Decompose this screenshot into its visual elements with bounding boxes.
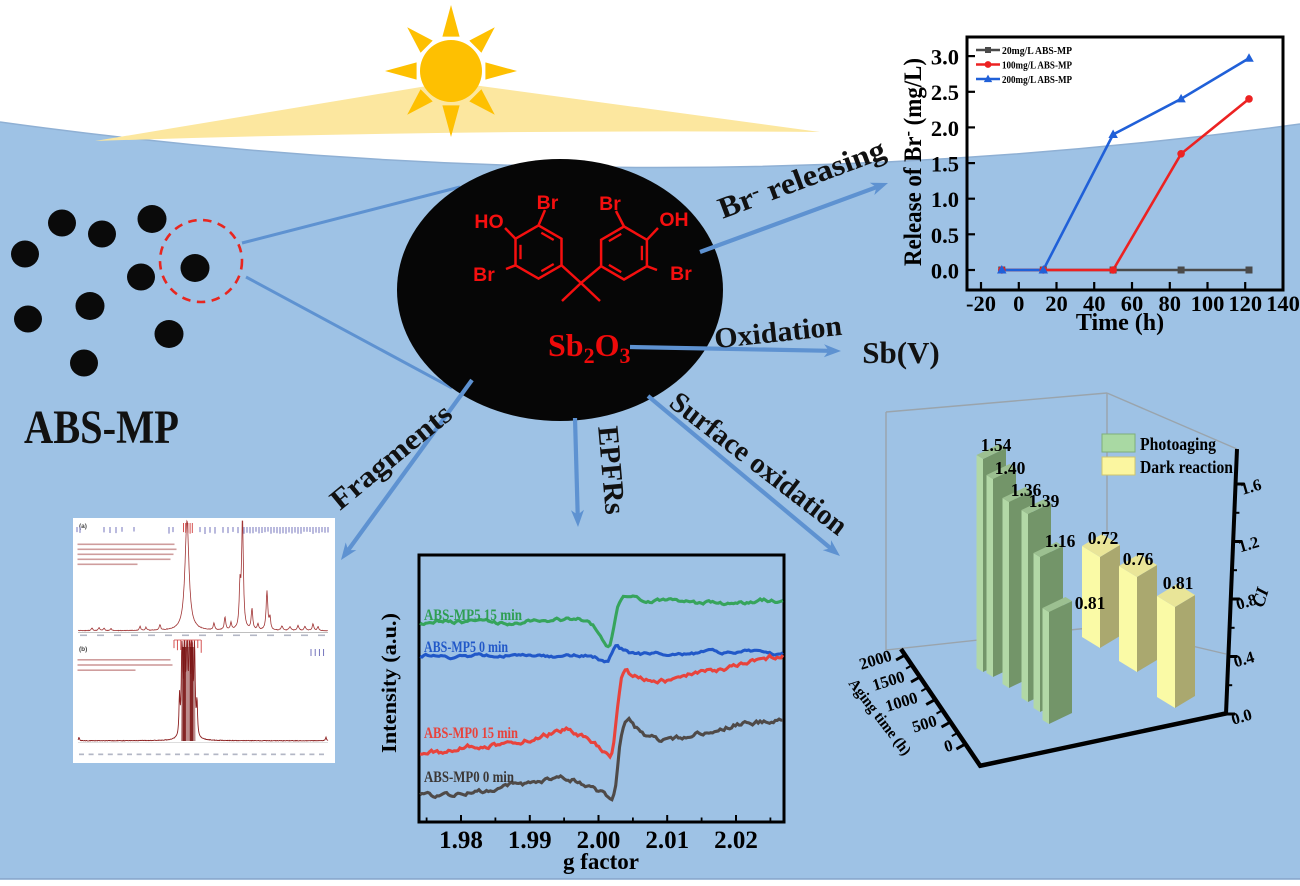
svg-text:2.01: 2.01 bbox=[645, 827, 689, 854]
svg-text:1.2: 1.2 bbox=[1236, 532, 1261, 556]
svg-text:EPFRs: EPFRs bbox=[591, 425, 631, 516]
svg-text:Sb(V): Sb(V) bbox=[862, 335, 940, 370]
svg-text:40: 40 bbox=[1083, 291, 1106, 316]
svg-text:0.0: 0.0 bbox=[1229, 705, 1254, 729]
svg-text:1.16: 1.16 bbox=[1045, 531, 1076, 551]
svg-text:Time (h): Time (h) bbox=[1076, 310, 1164, 336]
svg-text:-20: -20 bbox=[966, 291, 996, 316]
svg-text:g factor: g factor bbox=[563, 849, 639, 875]
svg-text:2.0: 2.0 bbox=[931, 116, 959, 141]
svg-text:80: 80 bbox=[1159, 291, 1182, 316]
svg-text:Br: Br bbox=[473, 264, 495, 286]
svg-text:Dark reaction: Dark reaction bbox=[1140, 457, 1233, 477]
svg-text:1.5: 1.5 bbox=[931, 152, 959, 177]
svg-text:0: 0 bbox=[1013, 291, 1024, 316]
svg-text:ABS-MP5 15 min: ABS-MP5 15 min bbox=[424, 607, 522, 624]
svg-text:0.72: 0.72 bbox=[1088, 528, 1119, 548]
svg-text:ABS-MP5 0 min: ABS-MP5 0 min bbox=[424, 639, 508, 656]
svg-text:0.81: 0.81 bbox=[1163, 573, 1194, 593]
svg-text:HO: HO bbox=[474, 211, 503, 233]
svg-text:1.40: 1.40 bbox=[995, 458, 1026, 478]
svg-text:20mg/L ABS-MP: 20mg/L ABS-MP bbox=[1002, 45, 1072, 57]
svg-text:1.98: 1.98 bbox=[439, 827, 483, 854]
svg-text:20: 20 bbox=[1045, 291, 1068, 316]
svg-text:100mg/L ABS-MP: 100mg/L ABS-MP bbox=[1002, 59, 1072, 71]
svg-text:0.4: 0.4 bbox=[1231, 647, 1256, 671]
svg-text:0.8: 0.8 bbox=[1234, 590, 1259, 614]
svg-text:(b): (b) bbox=[79, 646, 87, 653]
svg-text:Intensity (a.u.): Intensity (a.u.) bbox=[377, 613, 401, 753]
svg-text:200mg/L ABS-MP: 200mg/L ABS-MP bbox=[1002, 74, 1072, 86]
svg-text:ABS-MP: ABS-MP bbox=[24, 401, 179, 454]
svg-text:60: 60 bbox=[1121, 291, 1144, 316]
svg-text:1.6: 1.6 bbox=[1238, 475, 1263, 499]
svg-text:1.54: 1.54 bbox=[981, 435, 1012, 455]
svg-text:Photoaging: Photoaging bbox=[1140, 434, 1216, 454]
svg-text:100: 100 bbox=[1191, 291, 1225, 316]
svg-text:0.81: 0.81 bbox=[1075, 593, 1106, 613]
svg-text:2.02: 2.02 bbox=[714, 827, 758, 854]
svg-text:(a): (a) bbox=[79, 523, 87, 530]
svg-text:0.5: 0.5 bbox=[931, 223, 959, 248]
svg-text:3.0: 3.0 bbox=[931, 45, 959, 70]
svg-text:Br: Br bbox=[670, 263, 692, 285]
svg-text:Br: Br bbox=[537, 192, 559, 214]
svg-text:0.0: 0.0 bbox=[931, 259, 959, 284]
svg-text:Release of Br- (mg/L): Release of Br- (mg/L) bbox=[897, 58, 927, 266]
svg-text:ABS-MP0 15 min: ABS-MP0 15 min bbox=[424, 725, 518, 742]
svg-text:1.39: 1.39 bbox=[1029, 491, 1060, 511]
svg-text:ABS-MP0 0 min: ABS-MP0 0 min bbox=[424, 769, 514, 786]
svg-text:120: 120 bbox=[1228, 291, 1262, 316]
svg-text:1.99: 1.99 bbox=[508, 827, 552, 854]
svg-text:0.76: 0.76 bbox=[1123, 549, 1154, 569]
svg-text:140: 140 bbox=[1266, 291, 1300, 316]
svg-text:2.5: 2.5 bbox=[931, 80, 959, 105]
svg-text:OH: OH bbox=[659, 209, 688, 231]
svg-text:1.0: 1.0 bbox=[931, 187, 959, 212]
svg-text:Br: Br bbox=[599, 193, 621, 215]
svg-text:2.00: 2.00 bbox=[577, 827, 621, 854]
svg-text:1.36: 1.36 bbox=[1011, 480, 1042, 500]
